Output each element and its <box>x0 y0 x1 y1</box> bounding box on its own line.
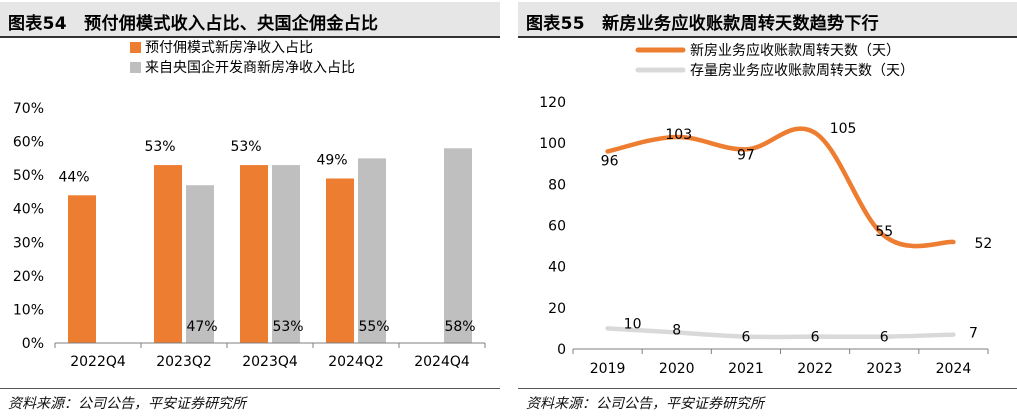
x-tick-label: 2021 <box>728 361 764 377</box>
data-label: 6 <box>880 330 889 346</box>
data-label: 55% <box>358 319 389 335</box>
series-line <box>605 126 956 249</box>
y-tick-label: 100 <box>539 136 566 152</box>
x-tick-label: 2024Q2 <box>328 354 384 370</box>
source-divider <box>518 388 1017 389</box>
bar <box>326 178 354 343</box>
y-tick-label: 60% <box>13 135 44 151</box>
y-tick-label: 20% <box>13 269 44 285</box>
y-tick-label: 20 <box>548 301 566 317</box>
x-tick-label: 2023 <box>866 361 902 377</box>
x-tick-label: 2023Q4 <box>242 354 298 370</box>
x-tick-label: 2023Q2 <box>156 354 212 370</box>
data-label: 52 <box>975 236 993 252</box>
data-label: 53% <box>144 139 175 155</box>
data-label: 7 <box>969 326 978 342</box>
y-tick-label: 10% <box>13 302 44 318</box>
bar <box>240 165 268 343</box>
legend-label: 来自央国企开发商新房净收入占比 <box>145 59 355 76</box>
y-tick-label: 40 <box>548 260 566 276</box>
data-label: 96 <box>601 153 619 169</box>
bar <box>444 148 472 343</box>
data-label: 97 <box>737 147 755 163</box>
chart-title: 图表54 预付佣模式收入占比、央国企佣金占比 <box>8 14 379 34</box>
chart-title-bar: 图表55 新房业务应收账款周转天数趋势下行 <box>518 2 1017 36</box>
bar <box>272 165 300 343</box>
y-tick-label: 30% <box>13 235 44 251</box>
bar-chart-panel: 图表54 预付佣模式收入占比、央国企佣金占比 预付佣模式新房净收入占比来自央国企… <box>0 0 500 419</box>
legend-swatch <box>130 42 141 53</box>
y-tick-label: 120 <box>539 95 566 111</box>
data-label: 8 <box>672 323 681 339</box>
legend-label: 存量房业务应收账款周转天数（天） <box>690 62 914 79</box>
chart-title: 图表55 新房业务应收账款周转天数趋势下行 <box>526 14 879 34</box>
data-label: 58% <box>444 319 475 335</box>
bar <box>186 185 214 343</box>
bar <box>358 158 386 343</box>
data-label: 6 <box>811 330 820 346</box>
y-tick-label: 50% <box>13 168 44 184</box>
y-tick-label: 0% <box>22 336 44 352</box>
data-label: 103 <box>665 127 692 143</box>
data-label: 53% <box>272 319 303 335</box>
x-tick-label: 2019 <box>590 361 626 377</box>
chart-title-bar: 图表54 预付佣模式收入占比、央国企佣金占比 <box>0 2 500 36</box>
data-label: 55 <box>875 224 893 240</box>
data-label: 10 <box>624 316 642 332</box>
data-label: 53% <box>230 139 261 155</box>
x-tick-label: 2020 <box>659 361 695 377</box>
x-tick-label: 2024 <box>936 361 972 377</box>
y-tick-label: 80 <box>548 177 566 193</box>
line-chart-panel: 图表55 新房业务应收账款周转天数趋势下行 新房业务应收账款周转天数（天） 存量房… <box>518 0 1017 419</box>
bar <box>154 165 182 343</box>
x-tick-label: 2024Q4 <box>414 354 470 370</box>
y-tick-label: 40% <box>13 202 44 218</box>
title-underline <box>518 36 1017 38</box>
y-tick-label: 0 <box>557 342 566 358</box>
x-tick-label: 2022Q4 <box>70 354 126 370</box>
y-tick-label: 60 <box>548 219 566 235</box>
data-label: 6 <box>741 330 750 346</box>
series-line <box>605 326 956 340</box>
title-underline <box>0 36 500 38</box>
line-chart: 新房业务应收账款周转天数（天） 存量房业务应收账款周转天数（天） 0 20 40 60 80… <box>539 42 993 377</box>
legend-label: 预付佣模式新房净收入占比 <box>145 40 313 56</box>
bar <box>68 195 96 343</box>
legend-swatch <box>130 62 141 73</box>
x-tick-label: 2022 <box>797 361 833 377</box>
data-label: 47% <box>186 319 217 335</box>
source-divider <box>0 388 500 389</box>
legend-label: 新房业务应收账款周转天数（天） <box>690 42 900 59</box>
data-label: 105 <box>830 121 857 137</box>
y-tick-label: 70% <box>13 101 44 117</box>
data-label: 44% <box>58 169 89 185</box>
chart-source: 资料来源：公司公告，平安证券研究所 <box>526 396 764 412</box>
chart-source: 资料来源：公司公告，平安证券研究所 <box>8 396 246 412</box>
data-label: 49% <box>316 153 347 169</box>
